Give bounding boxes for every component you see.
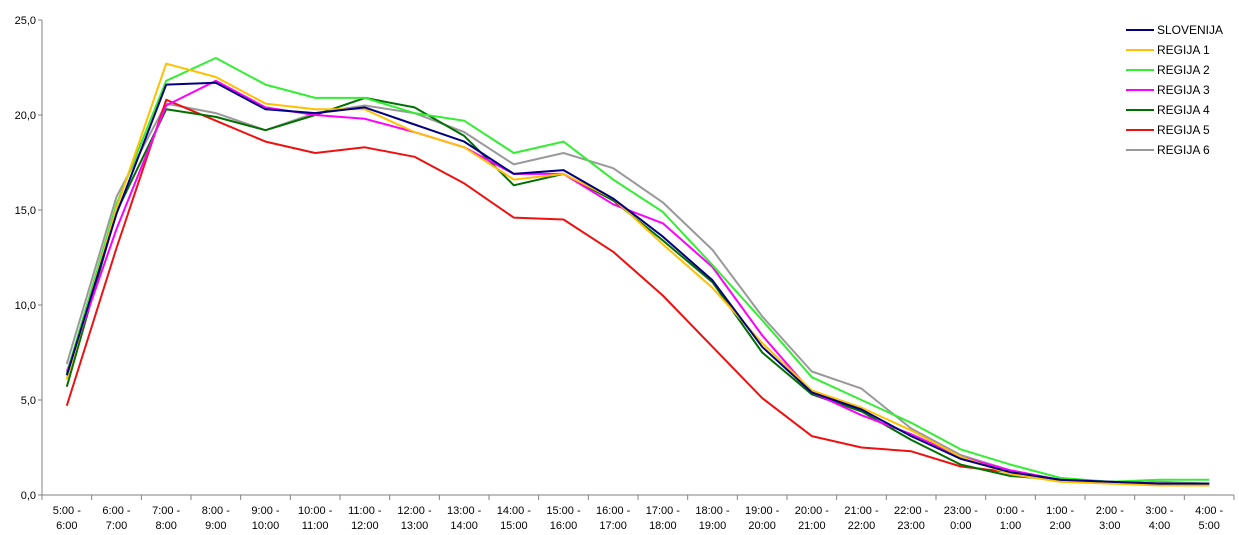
x-tick-label: 19:00 - 20:00 <box>745 505 780 532</box>
x-tick-label-line: 23:00 - <box>944 505 979 517</box>
x-tick-label-line: 12:00 - <box>397 505 432 517</box>
x-axis-ticks: 5:00 - 6:00 6:00 - 7:00 7:00 - 8:00 8:00 - 9:00… <box>41 495 1235 532</box>
y-tick-label: 20,0 <box>15 110 36 122</box>
x-tick-label-line: 9:00 - <box>251 505 279 517</box>
x-tick-label: 7:00 - 8:00 <box>152 505 180 532</box>
x-tick-label-line: 20:00 <box>748 520 776 532</box>
x-tick-label-line: 5:00 <box>1198 520 1219 532</box>
x-tick-label-line: 14:00 - <box>497 505 532 517</box>
x-tick-label: 9:00 - 10:00 <box>251 505 279 532</box>
x-tick-label-line: 15:00 <box>500 520 528 532</box>
x-tick-label-line: 14:00 <box>450 520 478 532</box>
x-tick-label-line: 22:00 - <box>894 505 929 517</box>
x-tick-label-line: 18:00 <box>649 520 677 532</box>
x-tick-label-line: 5:00 - <box>53 505 81 517</box>
x-tick-label: 8:00 - 9:00 <box>202 505 230 532</box>
x-tick-label-line: 4:00 - <box>1195 505 1223 517</box>
x-tick-label-line: 19:00 <box>699 520 727 532</box>
series-line-regija-3 <box>65 79 1210 487</box>
x-tick-label: 6:00 - 7:00 <box>102 505 130 532</box>
x-tick-label-line: 15:00 - <box>546 505 581 517</box>
series-lines <box>65 57 1210 487</box>
x-tick-label: 12:00 - 13:00 <box>397 505 432 532</box>
legend-label: REGIJA 2 <box>1157 63 1210 77</box>
y-tick-label: 5,0 <box>21 395 36 407</box>
legend-label: REGIJA 6 <box>1157 143 1210 157</box>
x-tick-label: 0:00 - 1:00 <box>996 505 1024 532</box>
x-tick-label-line: 22:00 <box>848 520 876 532</box>
x-tick-label-line: 11:00 - <box>348 505 382 517</box>
x-tick-label-line: 21:00 - <box>844 505 879 517</box>
x-tick-label-line: 17:00 <box>599 520 627 532</box>
legend-label: REGIJA 4 <box>1157 103 1210 117</box>
x-tick-label-line: 19:00 - <box>745 505 780 517</box>
x-tick-label-line: 10:00 <box>252 520 280 532</box>
x-tick-label-line: 16:00 - <box>596 505 631 517</box>
x-tick-label-line: 8:00 <box>155 520 176 532</box>
series-line-regija-6 <box>65 102 1210 485</box>
y-axis-ticks: 0,0 5,0 10,0 15,0 20,0 25,0 <box>15 15 42 502</box>
x-tick-label-line: 17:00 - <box>646 505 681 517</box>
series-line-regija-1 <box>65 62 1210 487</box>
x-tick-label-line: 12:00 <box>351 520 379 532</box>
x-tick-label-line: 3:00 - <box>1145 505 1173 517</box>
x-tick-label-line: 8:00 - <box>202 505 230 517</box>
legend-label: REGIJA 3 <box>1157 83 1210 97</box>
x-tick-label: 16:00 - 17:00 <box>596 505 631 532</box>
y-tick-label: 10,0 <box>15 300 36 312</box>
x-tick-label: 14:00 - 15:00 <box>497 505 532 532</box>
series-line-regija-2 <box>65 57 1210 483</box>
x-tick-label-line: 20:00 - <box>795 505 830 517</box>
x-tick-label-line: 6:00 <box>56 520 77 532</box>
x-tick-label: 11:00 - 12:00 <box>348 505 382 532</box>
x-tick-label-line: 1:00 - <box>1046 505 1074 517</box>
x-tick-label: 3:00 - 4:00 <box>1145 505 1173 532</box>
series-line-regija-4 <box>65 96 1210 485</box>
x-tick-label: 21:00 - 22:00 <box>844 505 879 532</box>
x-tick-label-line: 13:00 - <box>447 505 482 517</box>
x-tick-label-line: 13:00 <box>401 520 429 532</box>
x-tick-label: 15:00 - 16:00 <box>546 505 581 532</box>
x-tick-label-line: 7:00 <box>106 520 127 532</box>
x-tick-label: 1:00 - 2:00 <box>1046 505 1074 532</box>
x-tick-label-line: 2:00 <box>1049 520 1070 532</box>
legend-label: SLOVENIJA <box>1157 23 1223 37</box>
x-tick-label: 10:00 - 11:00 <box>298 505 333 532</box>
x-tick-label-line: 2:00 - <box>1096 505 1124 517</box>
x-tick-label-line: 4:00 <box>1149 520 1170 532</box>
x-tick-label: 18:00 - 19:00 <box>695 505 730 532</box>
x-tick-label-line: 3:00 <box>1099 520 1120 532</box>
x-tick-label-line: 9:00 <box>205 520 226 532</box>
x-tick-label: 22:00 - 23:00 <box>894 505 929 532</box>
y-tick-label: 0,0 <box>21 490 36 502</box>
x-tick-label-line: 0:00 - <box>996 505 1024 517</box>
x-tick-label: 17:00 - 18:00 <box>646 505 681 532</box>
x-tick-label: 20:00 - 21:00 <box>795 505 830 532</box>
series-line-regija-5 <box>65 98 1210 485</box>
x-tick-label-line: 0:00 <box>950 520 971 532</box>
x-tick-label: 23:00 - 0:00 <box>944 505 979 532</box>
x-tick-label-line: 18:00 - <box>695 505 730 517</box>
x-tick-label-line: 10:00 - <box>298 505 333 517</box>
legend: SLOVENIJA REGIJA 1 REGIJA 2 REGIJA 3 REGIJA … <box>1126 23 1223 157</box>
x-tick-label-line: 23:00 <box>897 520 925 532</box>
legend-label: REGIJA 5 <box>1157 123 1210 137</box>
x-tick-label-line: 16:00 <box>550 520 578 532</box>
x-tick-label: 2:00 - 3:00 <box>1096 505 1124 532</box>
x-tick-label-line: 21:00 <box>798 520 826 532</box>
x-tick-label-line: 7:00 - <box>152 505 180 517</box>
legend-label: REGIJA 1 <box>1157 43 1210 57</box>
x-tick-label: 4:00 - 5:00 <box>1195 505 1223 532</box>
y-tick-label: 25,0 <box>15 15 36 27</box>
x-tick-label-line: 11:00 <box>302 520 329 532</box>
x-tick-label-line: 1:00 <box>1000 520 1021 532</box>
series-line-slovenija <box>65 81 1210 485</box>
y-tick-label: 15,0 <box>15 205 36 217</box>
x-tick-label-line: 6:00 - <box>102 505 130 517</box>
x-tick-label: 13:00 - 14:00 <box>447 505 482 532</box>
x-tick-label: 5:00 - 6:00 <box>53 505 81 532</box>
